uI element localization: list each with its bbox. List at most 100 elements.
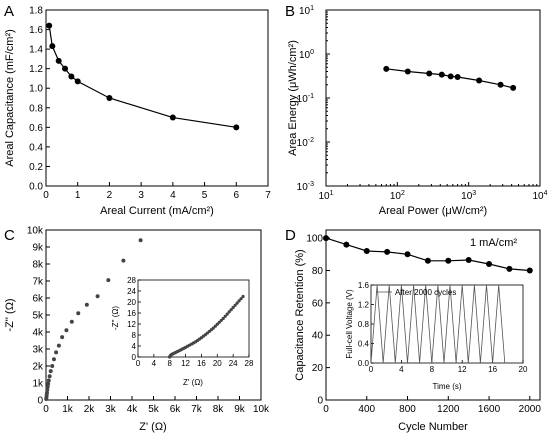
panel-b-xtick-exponent: 1 [330, 190, 334, 197]
panel-b-data-point [404, 68, 411, 75]
panel-d-inset-xtick-label: 0 [369, 365, 374, 374]
panel-d-ytick-label: 0 [317, 396, 323, 407]
panel-c-inset-ticks: 0 4 8 12 16 20 24 28 0 4 8 12 16 20 24 28 [127, 276, 254, 368]
panel-c-ytick-label: 3k [32, 345, 44, 356]
panel-c-inset-data-point [237, 299, 241, 303]
panel-c-ytick-label: 2k [32, 362, 44, 373]
panel-c-inset-xtick-label: 24 [229, 359, 238, 368]
panel-a-points [46, 22, 240, 131]
panel-d-frame [325, 229, 541, 401]
panel-b-ytick-label: 101 [299, 5, 314, 17]
panel-b-data-point [454, 74, 461, 81]
panel-a-ytick-label: 0.0 [29, 182, 43, 193]
panel-b-xtick-label: 104 [532, 190, 547, 202]
panel-c-inset-data-point [233, 303, 237, 307]
panel-c-inset-data-point [211, 326, 215, 330]
panel-c-data-point [76, 311, 81, 316]
panel-b-xtick-label: 102 [390, 190, 405, 202]
panel-d-data-point [343, 241, 350, 248]
panel-b-ytick-exponent: -2 [308, 137, 314, 144]
panel-c-xlabel: Z' (Ω) [139, 421, 166, 433]
panel-c-inset-data-point [217, 320, 221, 324]
panel-b-ytick-exponent: -3 [308, 181, 314, 188]
panel-c-ytick-label: 4k [32, 328, 44, 339]
panel-c-inset-points [168, 294, 245, 359]
panel-d-inset-xtick-label: 8 [430, 365, 435, 374]
panel-c-ytick-label: 0 [37, 396, 43, 407]
panel-c-inset-xtick-label: 4 [152, 359, 157, 368]
panel-a-ytick-label: 1.6 [29, 25, 43, 36]
panel-c-data-point [45, 387, 50, 392]
panel-b-ytick-label: 10-3 [297, 181, 314, 193]
panel-label-a: A [4, 3, 14, 20]
panel-a-xtick-label: 2 [107, 190, 113, 201]
panel-a-xtick-label: 3 [138, 190, 144, 201]
panel-b-ytick-exponent: 0 [310, 49, 314, 56]
panel-d-ytick-label: 100 [306, 234, 323, 245]
panel-c-data-point [48, 369, 53, 374]
panel-c-xtick-label: 3k [105, 404, 117, 415]
panel-d-inset-ytick-label: 1.2 [358, 301, 370, 310]
panel-c-inset-ytick-label: 24 [127, 287, 136, 296]
panel-b-xlabel: Areal Power (μW/cm²) [379, 205, 487, 217]
panel-d-data-point [323, 235, 329, 242]
panel-a-ytick-label: 0.6 [29, 123, 43, 134]
panel-c-ytick-label: 5k [32, 311, 44, 322]
panel-c-inset-xtick-label: 28 [245, 359, 254, 368]
panel-c-xtick-label: 4k [127, 404, 139, 415]
panel-b-data-point [497, 81, 504, 88]
panel-b-ytick-label: 10-1 [297, 93, 314, 105]
panel-a-ytick-label: 1.4 [29, 45, 43, 56]
panel-b-xtick-exponent: 2 [401, 190, 405, 197]
panel-label-b: B [285, 3, 295, 20]
panel-c-data-point [44, 390, 49, 395]
panel-c-inset-ytick-label: 4 [132, 342, 137, 351]
panel-b-ytick-label: 100 [299, 49, 314, 61]
panel-d-data-point [404, 251, 411, 258]
panel-b-ytick-exponent: 1 [310, 5, 314, 12]
panel-d-inset-xtick-label: 16 [488, 365, 497, 374]
panel-a-xlabel: Areal Current (mA/cm²) [100, 205, 214, 217]
panel-d-inset-xtick-label: 4 [399, 365, 404, 374]
panel-d-data-point [363, 248, 370, 255]
panel-b-frame [325, 9, 541, 187]
panel-c-inset-frame [137, 279, 250, 358]
panel-b-ylabel: Area Energy (μWh/cm²) [287, 40, 299, 156]
panel-d-ytick-label: 80 [312, 266, 324, 277]
panel-a-data-point [169, 114, 176, 121]
panel-c-ytick-label: 1k [32, 379, 44, 390]
panel-a-data-point [62, 65, 69, 72]
panel-d-inset-legend: After 2000 cycles [395, 288, 456, 297]
panel-c-data-point [60, 335, 65, 340]
panel-a-data-point [74, 78, 81, 85]
panel-c-inset-data-point [215, 322, 219, 326]
panel-c-data-point [138, 238, 143, 243]
panel-c-inset-ytick-label: 12 [127, 320, 136, 329]
panel-d-data-point [445, 257, 452, 264]
panel-c-data-point [64, 328, 69, 333]
panel-d-points [323, 235, 533, 274]
panel-d-inset-ticks: 0 4 8 12 16 20 0.0 0.4 0.8 1.2 1.6 [358, 281, 528, 374]
panel-d-xtick-label: 0 [323, 404, 329, 415]
panel-c-xtick-label: 6k [170, 404, 182, 415]
panel-c-points [44, 238, 143, 401]
panel-c-inset-data-point [227, 310, 231, 314]
panel-a-ytick-label: 1.8 [29, 6, 43, 17]
panel-c-data-point [51, 357, 56, 362]
panel-c-ticks: 0 1k 2k 3k 4k 5k 6k 7k 8k 9k 10k 0 1k 2k 3k 4k 5k 6k 7k 8k 9… [27, 226, 270, 416]
panel-d-xtick-label: 800 [399, 404, 416, 415]
panel-c-inset-data-point [219, 318, 223, 323]
panel-c-ytick-label: 6k [32, 294, 44, 305]
panel-d-data-point [526, 267, 533, 274]
panel-b-data-point [510, 84, 517, 91]
panel-a-frame [45, 9, 269, 187]
panel-b-data-point [383, 65, 390, 72]
panel-c-data-point [50, 364, 55, 368]
panel-c-data-point [84, 302, 89, 307]
panel-d-inset-xlabel: Time (s) [432, 382, 461, 391]
panel-a-data-point [55, 57, 62, 64]
